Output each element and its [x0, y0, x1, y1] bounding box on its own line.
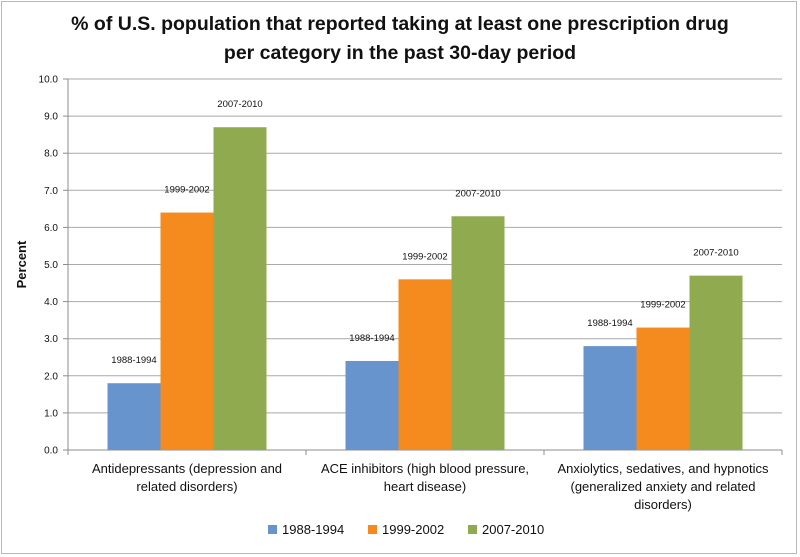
bar: [345, 360, 399, 450]
bar: [689, 275, 743, 450]
y-tick-label: 7.0: [44, 186, 58, 197]
y-tick-label: 0.0: [44, 446, 58, 457]
bar: [398, 279, 452, 450]
legend-label: 1988-1994: [282, 522, 344, 537]
x-category-label: Antidepressants (depression and: [92, 461, 282, 476]
data-label: 1999-2002: [402, 251, 447, 262]
chart-title: % of U.S. population that reported takin…: [71, 13, 729, 64]
bar: [213, 127, 267, 450]
bar: [160, 212, 214, 450]
y-tick-label: 8.0: [44, 149, 58, 160]
bar: [636, 327, 690, 450]
x-category-label: (generalized anxiety and related: [570, 479, 755, 494]
y-axis-title: Percent: [14, 240, 29, 288]
legend-swatch: [268, 525, 277, 534]
y-tick-label: 5.0: [44, 260, 58, 271]
data-label: 1999-2002: [640, 300, 685, 311]
bar: [107, 383, 161, 450]
bar: [583, 346, 637, 450]
data-label: 2007-2010: [455, 188, 500, 199]
y-tick-label: 9.0: [44, 112, 58, 123]
legend-label: 2007-2010: [482, 522, 544, 537]
y-tick-label: 1.0: [44, 408, 58, 419]
x-category-label: disorders): [634, 497, 692, 512]
x-category-label: ACE inhibitors (high blood pressure,: [321, 461, 529, 476]
y-tick-label: 10.0: [39, 75, 59, 86]
legend-label: 1999-2002: [382, 522, 444, 537]
x-category-label: Anxiolytics, sedatives, and hypnotics: [558, 461, 769, 476]
y-tick-label: 4.0: [44, 297, 58, 308]
bar: [451, 216, 505, 450]
x-category-label: related disorders): [136, 479, 237, 494]
legend-swatch: [368, 525, 377, 534]
data-label: 1999-2002: [164, 185, 209, 196]
data-label: 1988-1994: [111, 355, 156, 366]
x-category-label: heart disease): [384, 479, 466, 494]
data-label: 2007-2010: [217, 99, 262, 110]
y-tick-label: 2.0: [44, 371, 58, 382]
legend-swatch: [468, 525, 477, 534]
data-label: 2007-2010: [693, 248, 738, 259]
data-label: 1988-1994: [587, 318, 632, 329]
y-tick-label: 6.0: [44, 223, 58, 234]
data-label: 1988-1994: [349, 333, 394, 344]
y-tick-label: 3.0: [44, 334, 58, 345]
